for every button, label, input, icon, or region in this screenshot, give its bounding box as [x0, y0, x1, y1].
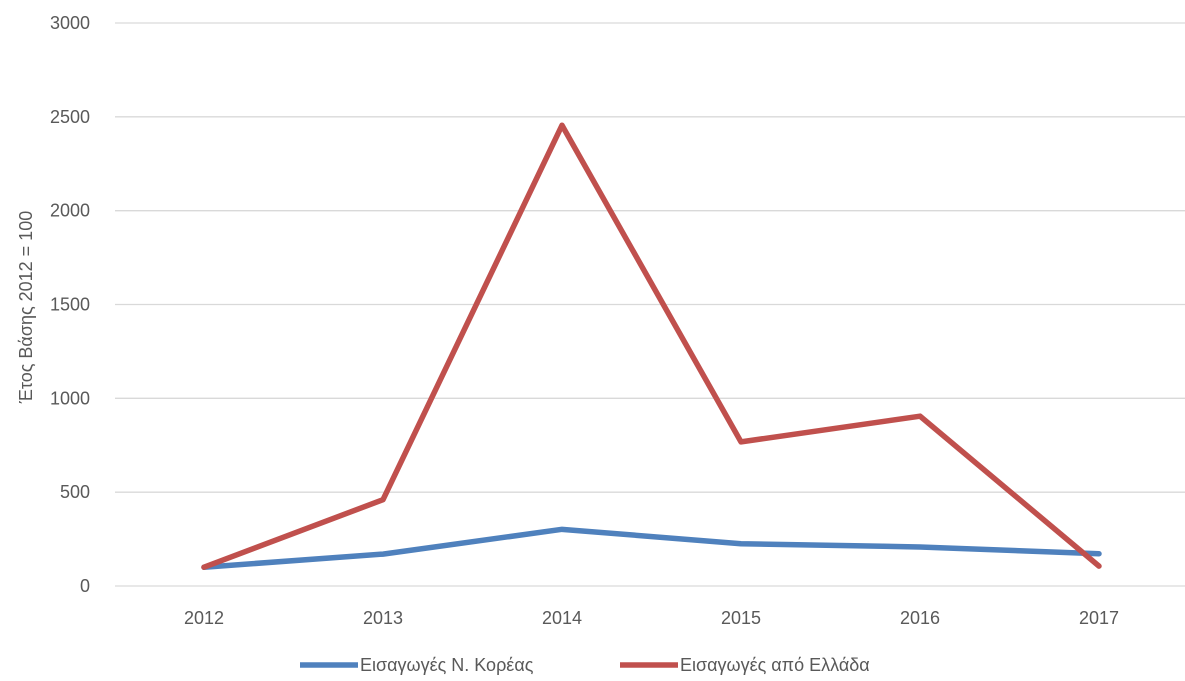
series-lines	[201, 122, 1102, 570]
gridlines	[115, 22, 1185, 587]
y-axis-label: Έτος Βάσης 2012 = 100	[16, 211, 36, 404]
y-axis-ticks: 0 500 1000 1500 2000 2500 3000	[50, 13, 90, 596]
x-tick-label: 2017	[1079, 608, 1119, 628]
x-tick-label: 2015	[721, 608, 761, 628]
y-tick-label: 2000	[50, 201, 90, 221]
x-tick-label: 2014	[542, 608, 582, 628]
y-tick-label: 3000	[50, 13, 90, 33]
series-line-1	[201, 122, 1102, 570]
x-axis-ticks: 2012 2013 2014 2015 2016 2017	[184, 608, 1119, 628]
y-tick-label: 0	[80, 576, 90, 596]
y-tick-label: 2500	[50, 107, 90, 127]
y-tick-label: 500	[60, 482, 90, 502]
x-tick-label: 2013	[363, 608, 403, 628]
y-tick-label: 1000	[50, 388, 90, 408]
legend: Εισαγωγές Ν. Κορέας Εισαγωγές από Ελλάδα	[300, 655, 870, 675]
x-tick-label: 2016	[900, 608, 940, 628]
x-tick-label: 2012	[184, 608, 224, 628]
series-line-0	[201, 526, 1102, 570]
legend-label-0: Εισαγωγές Ν. Κορέας	[360, 655, 534, 675]
legend-label-1: Εισαγωγές από Ελλάδα	[680, 655, 870, 675]
y-tick-label: 1500	[50, 295, 90, 315]
